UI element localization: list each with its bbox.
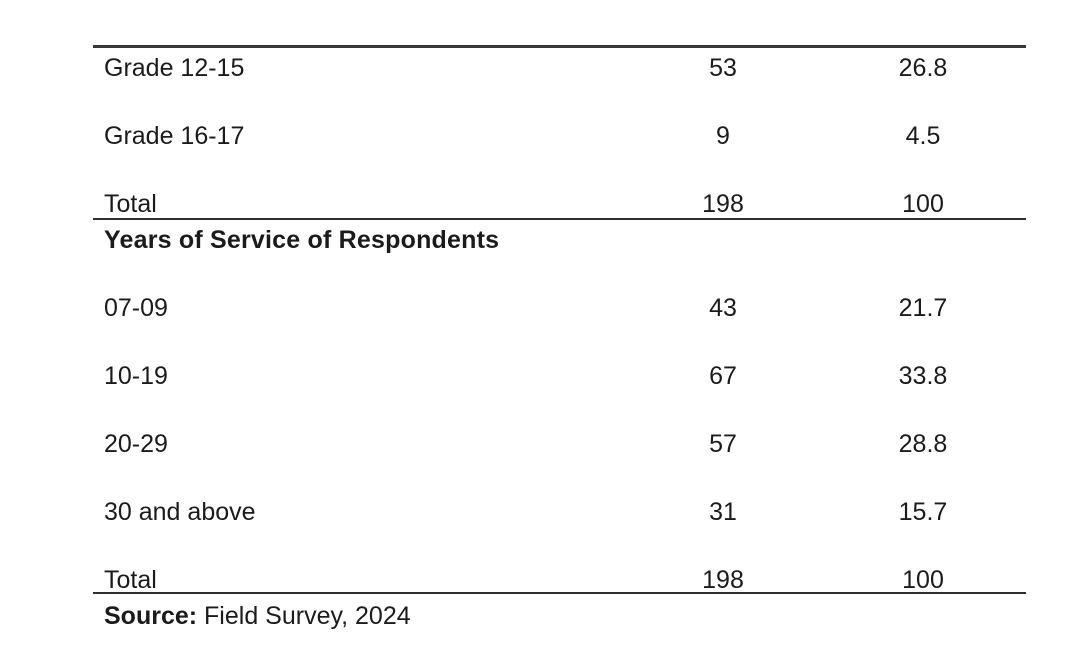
row-label: Grade 16-17	[104, 122, 245, 150]
percent-value: 4.5	[905, 122, 941, 150]
respondents-table: Grade 12-15 53 26.8 Grade 16-17 9 4.5 To…	[93, 0, 1026, 630]
row-label: 30 and above	[104, 498, 256, 526]
table-row-section-header: Years of Service of Respondents	[93, 220, 1026, 288]
source-note: Source: Field Survey, 2024	[93, 594, 1026, 630]
percent-value: 33.8	[898, 362, 948, 390]
table-row-total-service: Total 198 100	[93, 560, 1026, 594]
table-top-rule	[93, 45, 1026, 48]
percent-value: 100	[902, 566, 944, 594]
row-label: Total	[104, 190, 157, 218]
frequency-value: 31	[709, 498, 737, 526]
table-row-10-19: 10-19 67 33.8	[93, 356, 1026, 424]
frequency-value: 198	[702, 566, 744, 594]
table-bottom-rule	[93, 592, 1026, 594]
row-label: Total	[104, 566, 157, 594]
row-label: 20-29	[104, 430, 168, 458]
table-row-grade-16-17: Grade 16-17 9 4.5	[93, 116, 1026, 184]
frequency-value: 9	[716, 122, 730, 150]
section-divider-rule	[93, 218, 1026, 220]
table-row-30-and-above: 30 and above 31 15.7	[93, 492, 1026, 560]
frequency-value: 43	[709, 294, 737, 322]
source-text: Field Survey, 2024	[197, 602, 411, 630]
frequency-value: 53	[709, 54, 737, 82]
percent-value: 28.8	[898, 430, 948, 458]
frequency-value: 57	[709, 430, 737, 458]
source-label: Source:	[104, 602, 198, 630]
row-label: Grade 12-15	[104, 54, 245, 82]
row-label: 07-09	[104, 294, 168, 322]
table-row-20-29: 20-29 57 28.8	[93, 424, 1026, 492]
table-row-grade-12-15: Grade 12-15 53 26.8	[93, 48, 1026, 116]
table-row-total-grade: Total 198 100	[93, 184, 1026, 218]
row-label: 10-19	[104, 362, 168, 390]
percent-value: 15.7	[898, 498, 948, 526]
table-row-07-09: 07-09 43 21.7	[93, 288, 1026, 356]
frequency-value: 198	[702, 190, 744, 218]
percent-value: 26.8	[898, 54, 948, 82]
frequency-value: 67	[709, 362, 737, 390]
percent-value: 21.7	[898, 294, 948, 322]
percent-value: 100	[902, 190, 944, 218]
section-header-years-of-service: Years of Service of Respondents	[104, 226, 500, 254]
